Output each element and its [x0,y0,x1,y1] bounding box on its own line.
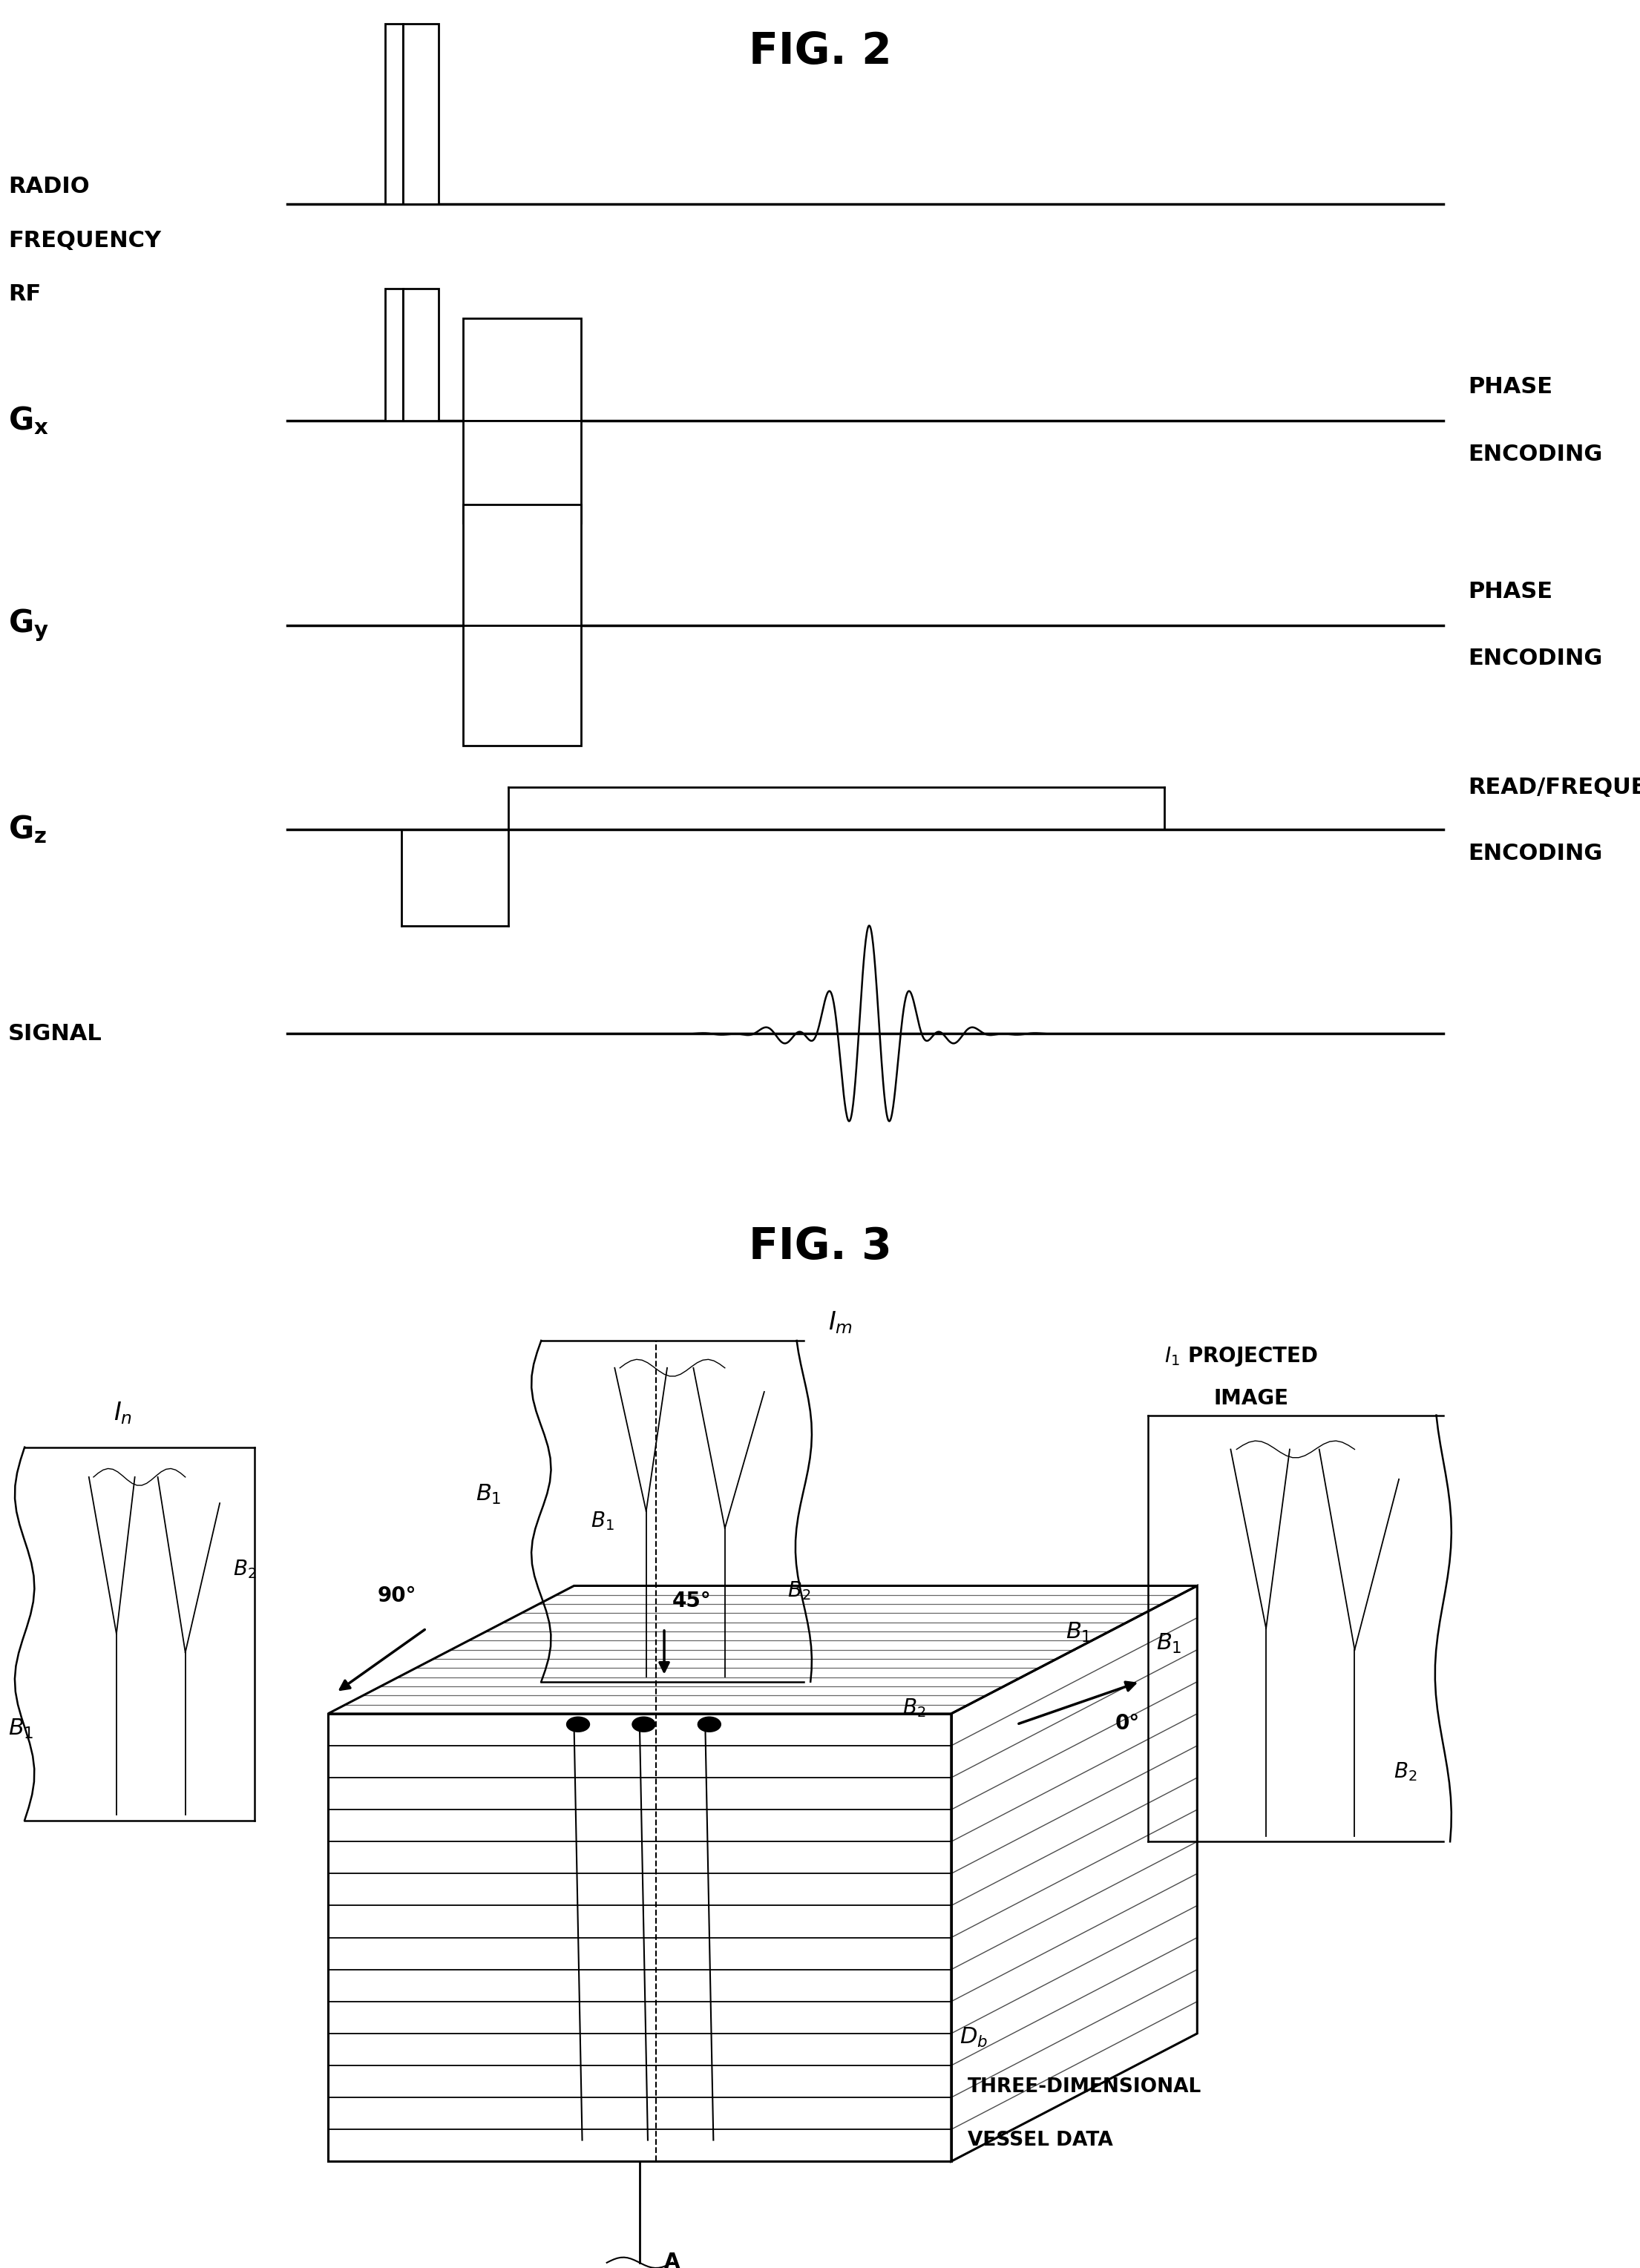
Text: PHASE: PHASE [1468,376,1553,397]
Text: $B_1$: $B_1$ [1066,1622,1092,1644]
Bar [403,288,438,422]
Text: $B_1$: $B_1$ [476,1483,502,1506]
Text: ENCODING: ENCODING [1468,649,1602,669]
Text: A: A [664,2252,681,2268]
Text: ENCODING: ENCODING [1468,445,1602,465]
Text: $I_m$: $I_m$ [828,1311,853,1336]
Bar [403,25,438,204]
Text: $B_1$: $B_1$ [590,1510,613,1533]
Text: RF: RF [8,284,41,306]
Text: ENCODING: ENCODING [1468,844,1602,864]
Text: $\mathbf{G_x}$: $\mathbf{G_x}$ [8,404,49,438]
Bar [385,25,403,204]
Circle shape [566,1717,590,1733]
Text: FIG. 2: FIG. 2 [748,29,892,73]
Text: FREQUENCY: FREQUENCY [8,229,161,252]
Text: PHASE: PHASE [1468,581,1553,603]
Text: FIG. 3: FIG. 3 [748,1225,892,1268]
Circle shape [699,1717,722,1733]
Text: SIGNAL: SIGNAL [8,1023,102,1046]
Text: 45°: 45° [672,1590,712,1613]
Text: $\mathbf{G_y}$: $\mathbf{G_y}$ [8,608,49,644]
Text: 90°  PULSE: 90° PULSE [377,0,503,2]
Text: $B_2$: $B_2$ [233,1558,256,1581]
Text: $I_1$ PROJECTED: $I_1$ PROJECTED [1164,1345,1319,1368]
Bar [462,506,581,626]
Text: READ/FREQUENCY: READ/FREQUENCY [1468,776,1640,798]
Text: 90°: 90° [377,1585,417,1606]
Text: 0°: 0° [1115,1712,1140,1735]
Text: THREE-DIMENSIONAL: THREE-DIMENSIONAL [968,2077,1202,2096]
Text: $B_1$: $B_1$ [1156,1633,1182,1656]
Text: $B_1$: $B_1$ [8,1717,34,1740]
Text: $B_2$: $B_2$ [787,1579,810,1601]
Bar [462,422,581,524]
Text: $B_2$: $B_2$ [1394,1760,1417,1783]
Text: IMAGE: IMAGE [1214,1388,1289,1408]
Text: $D_b$: $D_b$ [959,2025,987,2050]
Bar [462,318,581,422]
Bar [385,288,403,422]
Bar [462,626,581,746]
Text: $I_n$: $I_n$ [113,1402,133,1427]
Text: VESSEL DATA: VESSEL DATA [968,2130,1114,2150]
Circle shape [633,1717,656,1733]
Text: $\mathbf{G_z}$: $\mathbf{G_z}$ [8,814,48,846]
Text: $B_2$: $B_2$ [902,1696,925,1719]
Text: RADIO: RADIO [8,175,90,197]
